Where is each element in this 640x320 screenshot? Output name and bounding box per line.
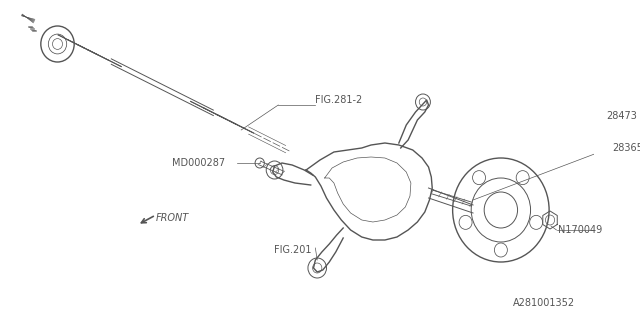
Text: 28473: 28473 [607,111,637,121]
Text: 28365: 28365 [612,143,640,153]
Bar [605,108,640,128]
Text: A281001352: A281001352 [513,298,575,308]
Text: N170049: N170049 [558,225,603,235]
Text: FIG.201: FIG.201 [274,245,311,255]
Text: FRONT: FRONT [156,213,189,223]
Text: MD000287: MD000287 [172,158,225,168]
Text: FIG.281-2: FIG.281-2 [316,95,363,105]
